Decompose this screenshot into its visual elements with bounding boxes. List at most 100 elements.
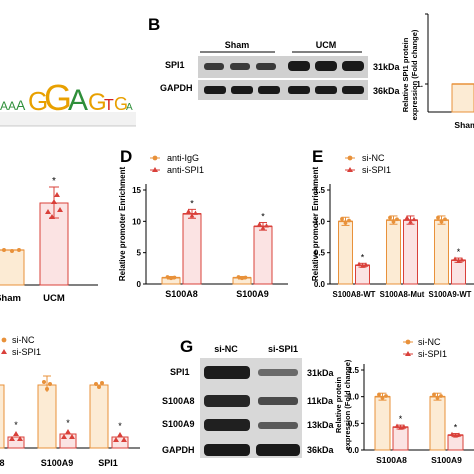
y-axis-label: Relative promoter Enrichment (118, 167, 127, 282)
band-name: SPI1 (165, 60, 185, 70)
data-point (435, 396, 440, 400)
data-point (343, 221, 348, 225)
gapdh-blot (198, 80, 368, 100)
logo-letter: A (126, 102, 133, 113)
y-tick-label: 1.5 (348, 366, 360, 375)
legend-label: si-NC (362, 153, 385, 163)
data-point (193, 210, 198, 215)
significance-star: * (399, 414, 403, 424)
data-point (432, 392, 436, 397)
kda-label: 36kDa (307, 445, 335, 455)
logo-letter: G (28, 86, 48, 116)
significance-star: * (457, 247, 461, 257)
y-axis-label: expression (Fold change) (410, 29, 419, 120)
x-tick-label: S100A8-WT (333, 290, 376, 299)
y-tick-label: 0 (137, 280, 142, 289)
logo-letter: A (8, 99, 16, 113)
data-point (377, 392, 381, 397)
bar (386, 219, 401, 285)
sham-bar (0, 249, 25, 286)
panel-letter: G (180, 337, 193, 356)
data-point (356, 261, 362, 266)
data-point (384, 394, 388, 398)
chart-g: 0.0 0.5 1.0 1.5 * S100A8 * S100A9 (348, 364, 474, 465)
group-label: si-NC (214, 344, 238, 354)
legend-label: si-NC (418, 337, 441, 347)
y-axis-label: Relative SPI1 protein (401, 37, 410, 112)
x-tick-label: S100A9-WT (429, 290, 472, 299)
bar (182, 213, 202, 285)
data-point (436, 215, 440, 220)
y-tick-label: 1.0 (348, 393, 360, 402)
group-label: Sham (225, 40, 250, 50)
band-name: S100A9 (162, 419, 195, 429)
panel-letter: E (312, 147, 323, 166)
data-point (398, 425, 403, 430)
data-point (395, 217, 399, 222)
x-tick-label: S100A9 (41, 458, 74, 468)
significance-star: * (454, 423, 458, 433)
y-tick-label: 0.5 (314, 249, 326, 258)
y-tick-label: 1. (416, 80, 423, 89)
band-name: S100A8 (162, 396, 195, 406)
chart-e: 0.0 0.5 1.0 1.5 * S100A8-WT S100A8-Mut * S100A9-… (314, 184, 474, 299)
data-point (340, 216, 344, 221)
data-point (165, 275, 170, 279)
x-tick-label: S100A8 (376, 455, 407, 465)
bar (253, 225, 273, 285)
data-point (186, 208, 191, 214)
x-tick-label: SPI1 (98, 458, 118, 468)
significance-star: * (118, 421, 122, 431)
data-point (240, 276, 244, 281)
bar (392, 426, 409, 451)
data-point (443, 217, 447, 222)
kda-label: 11kDa (307, 396, 334, 406)
logo-letter: G (44, 77, 72, 118)
data-point (394, 423, 400, 428)
group-label: si-SPI1 (268, 344, 298, 354)
x-tick-label: 8 (0, 458, 5, 468)
data-point (264, 223, 269, 228)
legend-label: anti-SPI1 (167, 165, 204, 175)
kda-label: 31kDa (307, 368, 335, 378)
data-point (388, 215, 392, 220)
kda-label: 31kDa (373, 62, 401, 72)
bar (403, 219, 418, 285)
significance-star: * (52, 176, 56, 187)
data-point (169, 276, 173, 281)
data-point (459, 257, 465, 262)
legend-label: si-SPI1 (418, 349, 447, 359)
data-point (243, 275, 248, 280)
significance-star: * (261, 212, 265, 222)
sham-bar (451, 83, 474, 113)
data-point (360, 263, 365, 268)
data-point (260, 225, 266, 230)
kda-label: 13kDa (307, 420, 335, 430)
panel-f-partial: si-NC si-SPI1 * * * 8 S100A9 SPI (0, 335, 140, 468)
data-point (456, 258, 461, 263)
data-point (391, 219, 396, 224)
x-tick-label: Sham (0, 293, 21, 304)
panel-e: E si-NC si-SPI1 Relative promoter Enrich… (311, 147, 474, 299)
data-point (404, 215, 410, 220)
data-point (257, 221, 262, 226)
logo-letter: T (104, 97, 114, 114)
y-tick-label: 5 (137, 249, 142, 258)
panel-a-bottom: * Sham UCM (0, 176, 98, 304)
legend-label: si-SPI1 (12, 347, 41, 357)
band-name: GAPDH (162, 445, 195, 455)
x-tick-label: S100A8 (165, 289, 198, 299)
band-name: GAPDH (160, 83, 193, 93)
bar (374, 396, 391, 451)
bar (355, 264, 370, 285)
data-point (449, 431, 455, 437)
y-tick-label: 1.5 (314, 186, 326, 195)
bar (434, 219, 449, 285)
x-tick-label: S100A9 (431, 455, 462, 465)
x-tick-label: S100A9 (236, 289, 269, 299)
logo-letter: A (68, 84, 88, 117)
legend-label: si-SPI1 (362, 165, 391, 175)
data-point (401, 424, 407, 429)
panel-letter: D (120, 147, 132, 166)
